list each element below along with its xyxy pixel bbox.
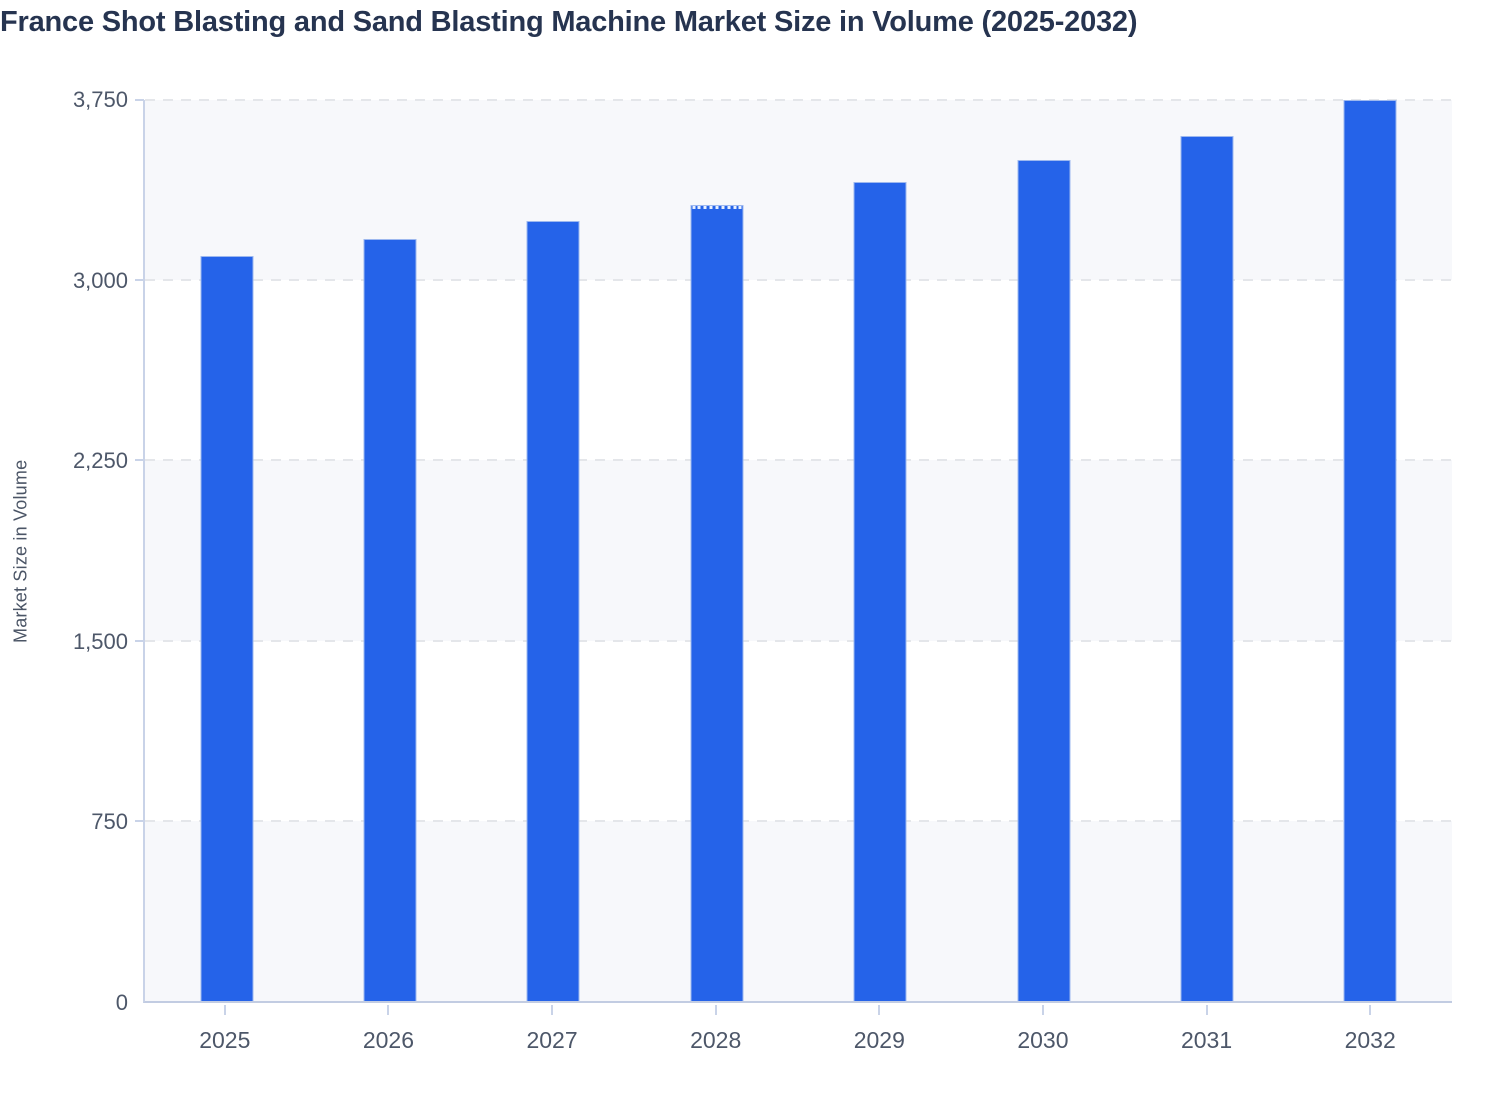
gridline	[145, 639, 1452, 642]
grid-band	[145, 280, 1452, 461]
x-tick-mark	[714, 1005, 717, 1015]
gridline	[145, 459, 1452, 462]
y-tick-mark	[135, 639, 144, 642]
y-tick-label: 0	[115, 990, 128, 1015]
plot-area	[135, 99, 1452, 1003]
bar-2029[interactable]	[853, 181, 907, 1001]
y-tick-label: 1,500	[72, 628, 128, 654]
x-tick-label: 2026	[362, 1027, 415, 1053]
y-tick-mark	[135, 459, 144, 462]
y-tick-label: 3,000	[72, 267, 128, 293]
gridline	[145, 819, 1452, 822]
bar-2026[interactable]	[363, 239, 417, 1001]
y-tick-label: 750	[91, 809, 128, 835]
y-tick-mark	[135, 279, 144, 282]
x-tick-label: 2027	[526, 1027, 578, 1053]
gridline	[145, 279, 1452, 282]
gridline	[145, 99, 1452, 101]
x-tick-mark	[223, 1005, 226, 1015]
grid-band	[145, 460, 1452, 641]
x-axis: 2025 2026 2027 2028 2029 2030 2031 2032	[143, 1003, 1452, 1063]
y-axis-tick-labels: 3,750 3,000 2,250 1,500 750 0	[0, 87, 128, 1015]
x-tick-mark	[1205, 1005, 1208, 1015]
grid-band	[145, 820, 1452, 1001]
x-tick-label: 2029	[853, 1027, 905, 1053]
x-tick-label: 2032	[1344, 1027, 1396, 1053]
y-tick-label: 2,250	[72, 448, 128, 474]
bar-2027[interactable]	[526, 221, 580, 1001]
y-tick-mark	[135, 99, 144, 101]
grid-band	[145, 640, 1452, 821]
x-tick-label: 2030	[1017, 1027, 1069, 1053]
x-tick-mark	[1369, 1005, 1372, 1015]
x-tick-mark	[878, 1005, 881, 1015]
bar-2032[interactable]	[1343, 100, 1397, 1001]
y-tick-label: 3,750	[72, 87, 128, 112]
grid-band	[145, 100, 1452, 281]
x-tick-mark	[387, 1005, 390, 1015]
bar-2025[interactable]	[200, 256, 254, 1001]
bar-2028[interactable]	[690, 204, 744, 1001]
chart-title: France Shot Blasting and Sand Blasting M…	[0, 6, 1138, 38]
y-tick-mark	[135, 819, 144, 822]
bar-2030[interactable]	[1017, 160, 1071, 1001]
x-tick-label: 2028	[690, 1027, 742, 1053]
x-tick-label: 2031	[1180, 1027, 1233, 1053]
x-tick-mark	[1041, 1005, 1044, 1015]
bar-2031[interactable]	[1180, 136, 1234, 1001]
x-tick-mark	[551, 1005, 554, 1015]
x-tick-label: 2025	[199, 1027, 251, 1053]
